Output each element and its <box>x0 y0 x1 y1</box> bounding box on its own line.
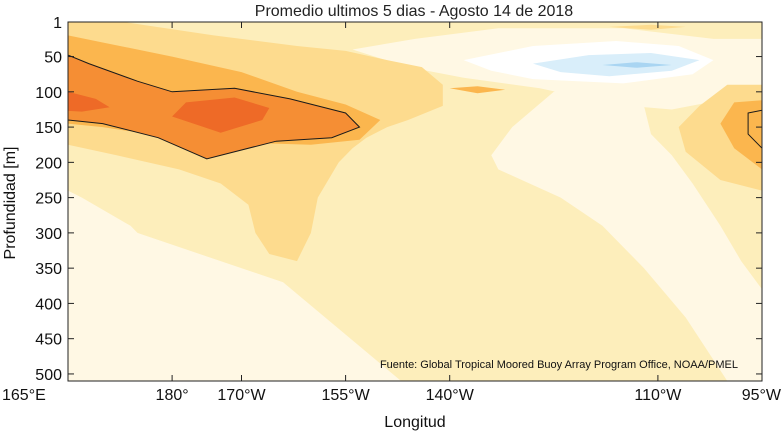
x-tick-label-1: 180° <box>156 387 189 404</box>
y-tick-label-0: 1 <box>53 15 62 32</box>
x-axis: 165°E 180° 170°W 155°W 140°W 110°W 95°W <box>2 22 782 404</box>
x-tick-label-2: 170°W <box>217 387 266 404</box>
contour-region-cool_3-17 <box>602 62 672 68</box>
contour-line-1 <box>747 109 762 149</box>
x-tick-label-5: 110°W <box>634 387 682 404</box>
plot-frame <box>67 21 763 382</box>
x-tick-label-0: 165°E <box>2 387 46 404</box>
contour-region-level_4-10 <box>449 86 506 94</box>
y-tick-label-6: 300 <box>35 226 62 243</box>
x-tick-label-3: 155°W <box>321 387 370 404</box>
x-tick-label-4: 140°W <box>426 387 475 404</box>
y-tick-label-4: 200 <box>35 155 62 172</box>
contour-region-level_3-8 <box>609 24 686 30</box>
y-tick-label-8: 400 <box>35 296 62 313</box>
y-tick-label-1: 50 <box>44 50 62 67</box>
contour-region-level_1-2 <box>68 232 402 381</box>
y-tick-label-2: 100 <box>35 85 62 102</box>
contour-region-level_6-14 <box>172 97 270 133</box>
data-source-note: Fuente: Global Tropical Moored Buoy Arra… <box>380 359 738 371</box>
y-axis-label: Profundidad [m] <box>2 147 19 260</box>
contour-line-0 <box>68 54 361 160</box>
y-tick-label-5: 250 <box>35 191 62 208</box>
chart-title: Promedio ultimos 5 dias - Agosto 14 de 2… <box>255 3 574 20</box>
plot-area <box>68 22 762 381</box>
y-tick-label-7: 350 <box>35 261 62 278</box>
y-tick-label-3: 150 <box>35 120 62 137</box>
contour-region-level_1-4 <box>137 349 256 381</box>
y-tick-label-10: 500 <box>35 367 62 384</box>
x-axis-label: Longitud <box>384 414 445 431</box>
contour-region-level_6-13 <box>68 91 110 112</box>
contour-region-level_1-3 <box>491 77 762 381</box>
contour-region-level_4-11 <box>720 100 762 170</box>
x-tick-label-6: 95°W <box>742 387 782 404</box>
y-tick-label-9: 450 <box>35 332 62 349</box>
